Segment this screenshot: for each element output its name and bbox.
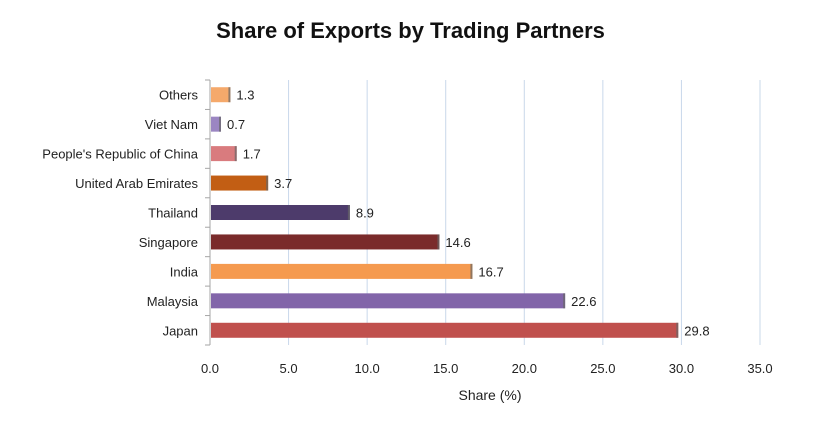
bar-end-cap (228, 87, 231, 103)
bar-end-cap (234, 146, 237, 162)
grid-lines (205, 79, 761, 346)
bar (211, 116, 221, 132)
bar-end-cap (266, 175, 269, 191)
bar (211, 322, 679, 338)
x-axis-label: Share (%) (458, 387, 521, 403)
category-label: Others (159, 88, 199, 103)
x-tick-label: 0.0 (201, 361, 219, 376)
bar (211, 87, 231, 103)
bar (211, 263, 473, 279)
x-tick-label: 20.0 (512, 361, 537, 376)
labels: 0.0 5.0 10.0 15.0 20.0 25.0 30.0 35.0 Others 1.3 V… (42, 88, 772, 403)
category-label: Singapore (139, 235, 198, 250)
category-label: Japan (163, 323, 198, 338)
bar-end-cap (563, 293, 566, 309)
bar (211, 234, 440, 250)
bar-end-cap (437, 234, 440, 250)
x-tick-label: 35.0 (747, 361, 772, 376)
category-label: Thailand (148, 206, 198, 221)
x-tick-label: 10.0 (354, 361, 379, 376)
category-label: United Arab Emirates (75, 176, 198, 191)
x-tick-label: 5.0 (280, 361, 298, 376)
category-label: People's Republic of China (42, 147, 198, 162)
bar-end-cap (347, 205, 350, 220)
x-tick-label: 15.0 (433, 361, 458, 376)
bars (211, 87, 679, 338)
value-label: 14.6 (445, 235, 470, 250)
chart-title: Share of Exports by Trading Partners (216, 18, 605, 43)
value-label: 0.7 (227, 117, 245, 132)
value-label: 8.9 (356, 206, 374, 221)
bar (211, 293, 566, 309)
category-label: India (170, 264, 199, 279)
bar-end-cap (219, 116, 221, 132)
bar-end-cap (470, 263, 473, 279)
bar-end-cap (676, 322, 679, 338)
x-tick-label: 30.0 (669, 361, 694, 376)
bar (211, 175, 269, 191)
value-label: 16.7 (478, 264, 503, 279)
bar (211, 146, 237, 162)
x-tick-label: 25.0 (590, 361, 615, 376)
category-label: Viet Nam (145, 117, 198, 132)
value-label: 22.6 (571, 294, 596, 309)
category-label: Malaysia (147, 294, 199, 309)
value-label: 1.3 (236, 88, 254, 103)
bar (211, 205, 350, 220)
value-label: 3.7 (274, 176, 292, 191)
value-label: 1.7 (243, 147, 261, 162)
value-label: 29.8 (684, 323, 709, 338)
